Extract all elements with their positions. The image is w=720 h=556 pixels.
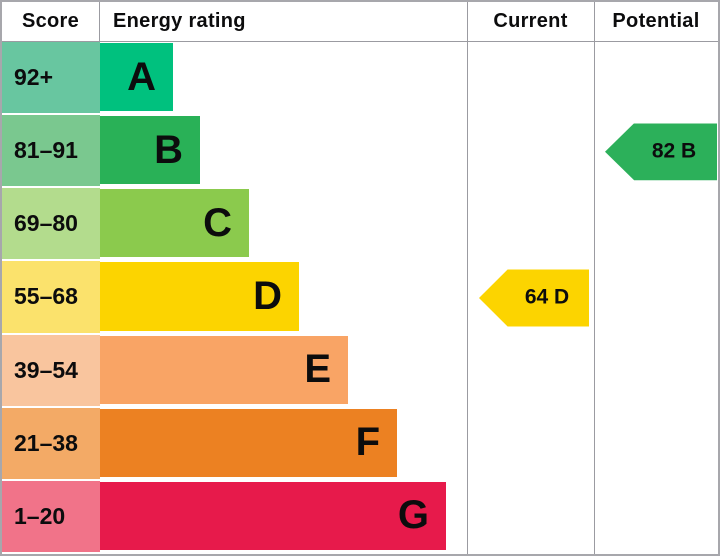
current-column-divider bbox=[467, 2, 468, 554]
band-bar-b: B bbox=[100, 116, 200, 185]
band-row-g: 1–20 G bbox=[2, 480, 718, 554]
score-column-header: Score bbox=[2, 2, 100, 41]
band-bar-e: E bbox=[100, 335, 348, 404]
band-row-f: 21–38 F bbox=[2, 407, 718, 481]
chart-header: Score Energy rating Current Potential bbox=[2, 2, 718, 42]
band-row-a: 92+ A bbox=[2, 42, 718, 115]
band-score-range: 21–38 bbox=[2, 407, 100, 479]
band-rows: 92+ A 81–91 B 82 B 69–80 C 55–68 D 64 D … bbox=[2, 42, 718, 554]
band-row-d: 55–68 D 64 D bbox=[2, 261, 718, 334]
band-bar-f: F bbox=[100, 408, 397, 477]
band-score-range: 69–80 bbox=[2, 188, 100, 260]
band-bar-c: C bbox=[100, 189, 249, 258]
band-row-c: 69–80 C bbox=[2, 188, 718, 261]
band-score-range: 92+ bbox=[2, 42, 100, 114]
band-score-range: 81–91 bbox=[2, 115, 100, 187]
band-bar-d: D bbox=[100, 262, 299, 331]
band-score-range: 1–20 bbox=[2, 480, 100, 552]
band-bar-a: A bbox=[100, 43, 173, 112]
band-row-e: 39–54 E bbox=[2, 334, 718, 408]
band-bar-g: G bbox=[100, 481, 446, 550]
current-rating-arrow: 64 D bbox=[479, 269, 589, 327]
potential-rating-arrow: 82 B bbox=[605, 123, 717, 181]
potential-column-divider bbox=[594, 2, 595, 554]
potential-column-header: Potential bbox=[612, 10, 700, 32]
energy-rating-column-header: Energy rating bbox=[113, 10, 246, 32]
current-column-header: Current bbox=[493, 10, 568, 32]
band-row-b: 81–91 B 82 B bbox=[2, 115, 718, 188]
band-score-range: 55–68 bbox=[2, 261, 100, 333]
band-score-range: 39–54 bbox=[2, 334, 100, 406]
